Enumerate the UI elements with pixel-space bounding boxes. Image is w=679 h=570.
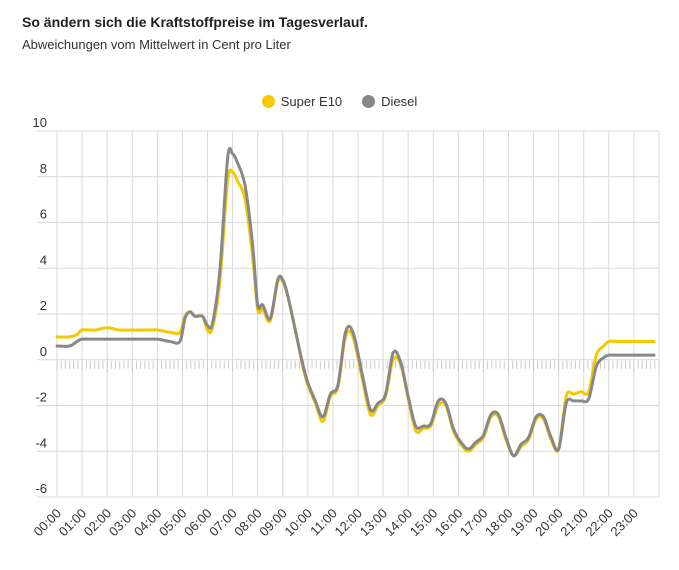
x-tick-label: 15:00 (407, 506, 441, 540)
legend-item-super-e10[interactable]: Super E10 (261, 94, 343, 109)
legend-swatch-super-e10 (261, 95, 275, 108)
x-tick-label: 21:00 (557, 506, 591, 540)
legend-label-diesel: Diesel (381, 94, 418, 109)
x-tick-label: 17:00 (457, 506, 491, 540)
x-tick-label: 06:00 (181, 506, 215, 540)
x-tick-label: 18:00 (482, 506, 516, 540)
chart-subtitle: Abweichungen vom Mittelwert in Cent pro … (22, 37, 291, 52)
x-tick-label: 16:00 (432, 506, 466, 540)
x-tick-label: 00:00 (31, 506, 65, 540)
y-tick-label: -4 (35, 435, 47, 450)
legend: Super E10 Diesel (0, 94, 679, 109)
y-tick-label: 8 (40, 161, 47, 176)
y-tick-label: 4 (40, 252, 47, 267)
y-tick-label: -2 (35, 390, 47, 405)
y-tick-label: 10 (33, 115, 47, 130)
x-tick-label: 20:00 (532, 506, 566, 540)
chart-title: So ändern sich die Kraftstoffpreise im T… (22, 14, 368, 30)
x-tick-label: 12:00 (332, 506, 366, 540)
x-tick-label: 03:00 (106, 506, 140, 540)
x-tick-label: 07:00 (206, 506, 240, 540)
x-tick-label: 02:00 (81, 506, 115, 540)
x-tick-label: 10:00 (281, 506, 315, 540)
y-tick-label: 2 (40, 298, 47, 313)
legend-item-diesel[interactable]: Diesel (362, 94, 417, 109)
x-tick-label: 01:00 (56, 506, 90, 540)
legend-swatch-diesel (362, 95, 376, 108)
y-tick-label: 0 (40, 344, 47, 359)
series-line-diesel (55, 146, 656, 458)
y-tick-label: -6 (35, 481, 47, 496)
x-tick-label: 19:00 (507, 506, 541, 540)
x-tick-label: 23:00 (607, 506, 641, 540)
x-tick-label: 04:00 (131, 506, 165, 540)
x-tick-label: 22:00 (582, 506, 616, 540)
x-tick-label: 05:00 (156, 506, 190, 540)
y-tick-label: 6 (40, 207, 47, 222)
x-tick-label: 14:00 (382, 506, 416, 540)
x-tick-label: 08:00 (231, 506, 265, 540)
x-tick-label: 09:00 (256, 506, 290, 540)
x-tick-label: 13:00 (357, 506, 391, 540)
legend-label-super-e10: Super E10 (280, 94, 343, 109)
